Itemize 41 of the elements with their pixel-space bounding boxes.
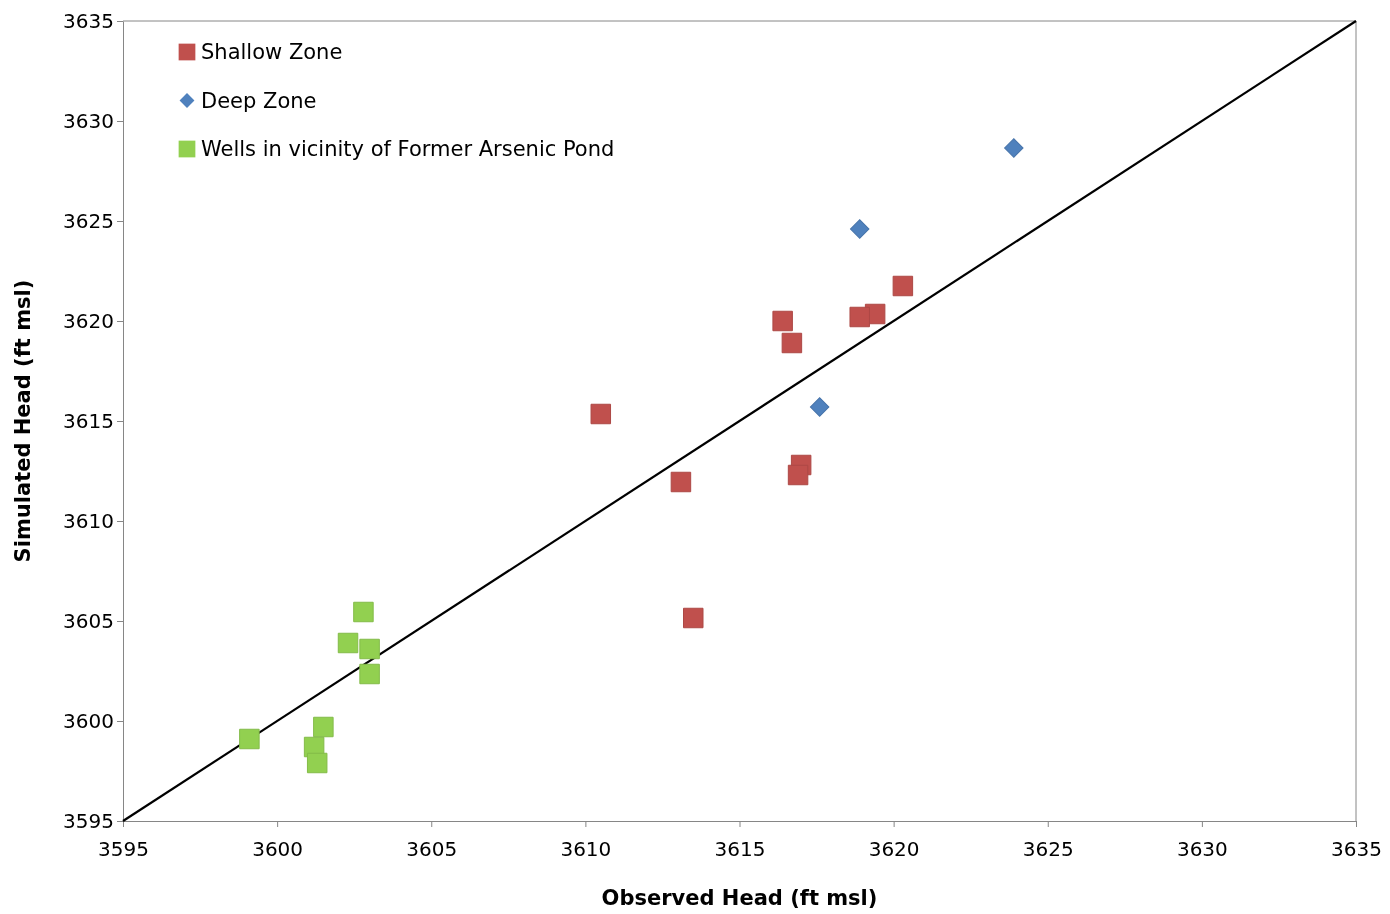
x-tick-label: 3635	[1331, 837, 1382, 861]
point	[313, 716, 334, 738]
point	[353, 601, 374, 623]
point	[670, 471, 692, 493]
x-tick-label: 3625	[1022, 837, 1074, 861]
y-tick-label: 3610	[63, 508, 114, 533]
x-tick-label: 3605	[406, 837, 458, 861]
y-axis-title: Simulated Head (ft msl)	[11, 279, 35, 563]
y-tick-label: 3625	[63, 208, 114, 233]
point	[892, 275, 914, 297]
y-tick-label: 3595	[63, 808, 114, 833]
point	[306, 752, 328, 774]
x-tick-label: 3595	[98, 837, 149, 861]
y-tick-label: 3635	[63, 8, 114, 33]
point	[239, 728, 260, 750]
legend-label: Shallow Zone	[201, 40, 343, 64]
point	[359, 638, 380, 660]
point	[683, 607, 704, 629]
y-tick-label: 3615	[63, 408, 114, 433]
point	[337, 632, 359, 654]
point	[809, 397, 830, 417]
y-tick-label: 3600	[63, 708, 114, 733]
x-tick-label: 3610	[560, 837, 612, 861]
point	[359, 663, 380, 685]
x-tick-label: 3620	[868, 837, 920, 861]
y-tick-label: 3605	[63, 608, 114, 633]
legend-label: Wells in vicinity of Former Arsenic Pond	[201, 137, 615, 161]
point	[787, 464, 809, 486]
legend-label: Deep Zone	[201, 88, 317, 113]
x-tick-label: 3630	[1176, 837, 1228, 861]
x-tick-label: 3615	[714, 837, 766, 861]
y-tick-label: 3620	[63, 308, 114, 333]
point	[772, 310, 793, 332]
point	[781, 332, 803, 354]
point	[1004, 138, 1024, 158]
point	[849, 306, 870, 328]
x-tick-label: 3600	[252, 837, 304, 861]
x-axis-title: Observed Head (ft msl)	[601, 886, 878, 910]
point	[590, 403, 612, 425]
y-tick-label: 3630	[63, 108, 114, 133]
point	[850, 219, 870, 239]
